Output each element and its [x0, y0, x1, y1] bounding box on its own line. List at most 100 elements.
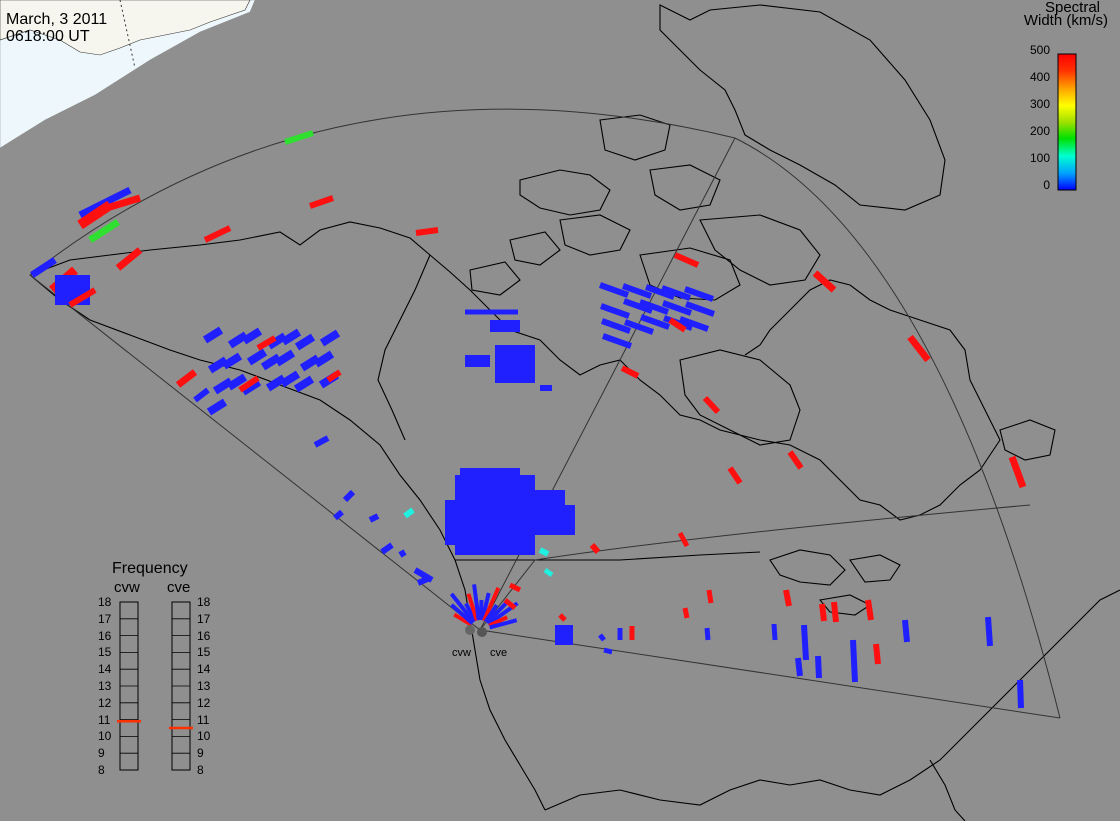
frequency-tick: 14	[98, 662, 112, 677]
scatter-cell	[702, 395, 721, 415]
scatter-cell	[985, 616, 993, 647]
scatter-cell	[490, 320, 520, 332]
polar-land	[0, 0, 251, 56]
scatter-cell	[483, 603, 499, 623]
scatter-cell	[240, 378, 262, 396]
scatter-cell	[661, 300, 693, 316]
frequency-radar-cve: cve	[167, 579, 191, 596]
scatter-cell	[55, 275, 90, 305]
scatter-cell	[256, 335, 277, 351]
scatter-cell	[265, 374, 287, 392]
scatter-cells	[30, 130, 1027, 709]
scatter-cell	[246, 348, 268, 366]
scatter-cell	[783, 589, 792, 607]
scatter-cell	[226, 373, 248, 391]
colorbar-scale	[1057, 53, 1077, 191]
time-label: 0618:00 UT	[6, 28, 90, 45]
frequency-tick: 17	[98, 611, 112, 626]
scatter-cell	[706, 589, 714, 604]
scatter-cell	[480, 592, 491, 621]
frequency-tick: 13	[197, 679, 211, 693]
scatter-cell	[206, 398, 228, 416]
scatter-cell	[668, 317, 687, 333]
scatter-cell	[342, 489, 356, 503]
scatter-cell	[555, 625, 573, 645]
frequency-gauges	[117, 601, 193, 771]
frequency-tick: 12	[98, 695, 112, 710]
scatter-cell	[115, 247, 143, 271]
scatter-cell	[907, 334, 931, 363]
terminator-line	[119, 0, 136, 69]
scatter-cell	[466, 593, 479, 622]
frequency-tick: 14	[197, 662, 211, 677]
scatter-cell	[175, 369, 198, 388]
scatter-cell	[1017, 679, 1024, 709]
scatter-cell	[812, 270, 837, 293]
scatter-cell	[787, 450, 804, 470]
scatter-cell	[398, 549, 407, 558]
scatter-cell	[598, 282, 630, 298]
scatter-cell	[453, 612, 473, 627]
scatter-cell	[445, 500, 465, 545]
scatter-cell	[238, 375, 260, 393]
scatter-cell	[603, 647, 613, 655]
scatter-cell	[488, 615, 508, 628]
scatter-cell	[284, 130, 314, 145]
scatter-cell	[543, 567, 554, 578]
scatter-cell	[1008, 455, 1027, 489]
scatter-cell	[620, 365, 640, 379]
scatter-cell	[227, 331, 249, 349]
scatter-cell	[639, 314, 671, 330]
scatter-cell	[704, 627, 711, 641]
scatter-cell	[589, 543, 601, 554]
scatter-cell	[873, 643, 881, 665]
scatter-cell	[795, 657, 803, 677]
scatter-cell	[683, 286, 715, 302]
coastlines	[29, 4, 1120, 821]
scatter-cell	[503, 598, 517, 610]
frequency-tick: 18	[98, 595, 112, 609]
frequency-tick: 8	[98, 763, 105, 777]
scatter-cell	[598, 633, 606, 642]
scatter-cell	[266, 332, 288, 350]
scatter-cell	[819, 603, 827, 622]
scatter-cell	[293, 375, 315, 393]
scatter-cell	[601, 333, 633, 349]
scatter-cell	[682, 607, 690, 619]
scatter-cell	[202, 326, 224, 344]
scatter-cell	[449, 592, 476, 624]
colorbar-tick: 300	[1029, 97, 1050, 111]
scatter-cell	[313, 350, 335, 368]
frequency-tick: 18	[197, 595, 211, 609]
colorbar-tick: 200	[1029, 124, 1050, 138]
colorbar-title-line2: Width (km/s)	[1023, 12, 1108, 29]
colorbar-title-line1: Spectral	[1044, 0, 1100, 16]
scatter-cell	[485, 601, 508, 625]
frequency-tick: 16	[197, 628, 211, 643]
scatter-cell	[294, 333, 316, 351]
frequency-tick: 17	[197, 611, 211, 626]
scatter-cell	[538, 547, 550, 557]
scatter-cell	[241, 327, 263, 345]
colorbar-tick: 400	[1029, 70, 1050, 84]
scatter-cell	[98, 194, 142, 214]
colorbar-tick: 100	[1029, 151, 1050, 165]
scatter-cell	[313, 435, 330, 448]
frequency-tick: 11	[98, 712, 111, 727]
scatter-cell	[644, 284, 676, 300]
scatter-cell	[472, 584, 481, 621]
radar-label-cve: cve	[490, 647, 508, 659]
scatter-cell	[815, 655, 822, 679]
scatter-cell	[621, 283, 653, 299]
radar-sites	[465, 625, 487, 637]
scatter-cell	[508, 582, 522, 593]
scatter-cell	[489, 618, 518, 630]
scatter-cell	[865, 599, 874, 621]
scatter-cell	[260, 353, 282, 371]
scatter-cell	[274, 349, 296, 367]
scatter-cell	[622, 298, 654, 314]
scatter-cell	[600, 318, 632, 334]
scatter-cell	[460, 468, 520, 478]
colorbar-tick: 500	[1029, 43, 1050, 57]
